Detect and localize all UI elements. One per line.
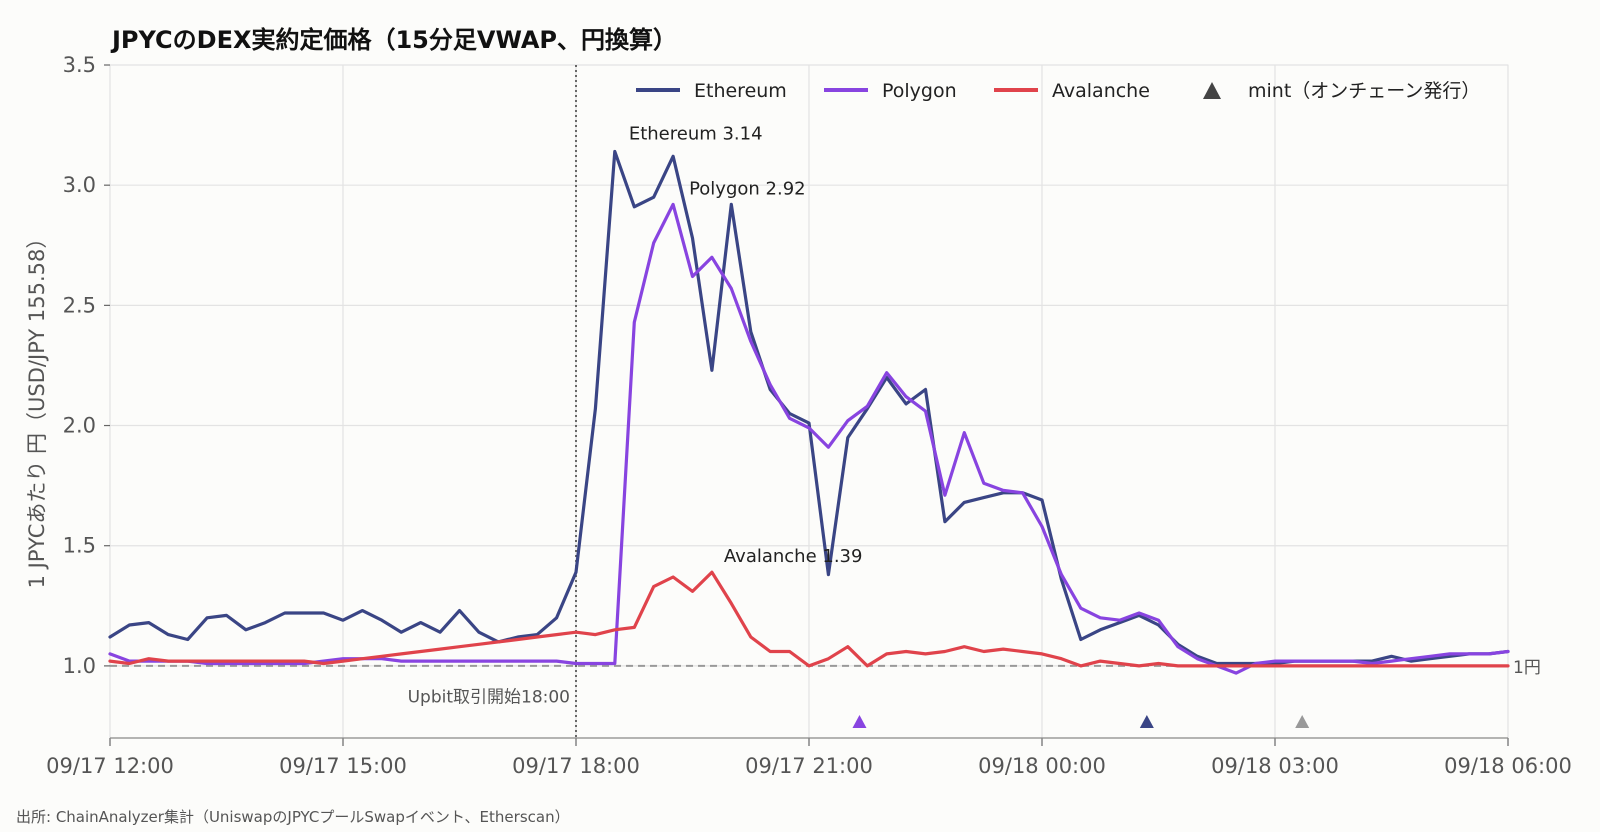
x-tick-label: 09/17 12:00 [46, 754, 174, 778]
x-tick-label: 09/17 18:00 [512, 754, 640, 778]
legend: Ethereum Polygon Avalanche mint（オンチェーン発行） [636, 80, 1480, 102]
series-line-ethereum [108, 149, 1510, 666]
y-tick-label: 1.5 [63, 534, 96, 558]
y-tick-label: 3.5 [63, 53, 96, 77]
x-tick-label: 09/17 21:00 [745, 754, 873, 778]
x-tick-label: 09/18 00:00 [978, 754, 1106, 778]
series-group [108, 149, 1510, 675]
x-tick-label: 09/18 06:00 [1444, 754, 1572, 778]
chart-title: JPYCのDEX実約定価格（15分足VWAP、円換算） [110, 26, 677, 54]
reference-line-label: 1円 [1513, 658, 1541, 678]
upbit-event-label: Upbit取引開始18:00 [408, 688, 570, 708]
peak-label-ethereum: Ethereum 3.14 [629, 124, 763, 145]
mint-marker-polygon [852, 715, 867, 728]
peak-label-avalanche: Avalanche 1.39 [724, 546, 863, 567]
x-tick-label: 09/17 15:00 [279, 754, 407, 778]
y-tick-label: 3.0 [63, 173, 96, 197]
mint-markers [852, 715, 1310, 728]
source-note: 出所: ChainAnalyzer集計（UniswapのJPYCプールSwapイ… [16, 808, 570, 826]
y-tick-label: 2.0 [63, 414, 96, 438]
x-tick-label: 09/18 03:00 [1211, 754, 1339, 778]
y-axis-label: 1 JPYCあたり 円（USD/JPY 155.58） [25, 228, 49, 589]
legend-label-avalanche: Avalanche [1052, 80, 1150, 102]
legend-swatch-mint [1203, 82, 1221, 99]
peak-labels: Ethereum 3.14 Polygon 2.92 Avalanche 1.39 [629, 124, 863, 568]
y-tick-label: 1.0 [63, 654, 96, 678]
legend-label-ethereum: Ethereum [694, 80, 787, 102]
series-line-avalanche [108, 570, 1510, 668]
axes: 1.0 1.5 2.0 2.5 3.0 3.5 09/17 12:00 09/17 15:00… [46, 53, 1572, 778]
legend-label-polygon: Polygon [882, 80, 957, 102]
mint-marker-avalanche [1295, 715, 1310, 728]
series-line-polygon [108, 202, 1510, 675]
legend-label-mint: mint（オンチェーン発行） [1248, 80, 1480, 102]
peak-label-polygon: Polygon 2.92 [689, 178, 806, 199]
y-tick-label: 2.5 [63, 293, 96, 317]
mint-marker-ethereum [1139, 715, 1154, 728]
